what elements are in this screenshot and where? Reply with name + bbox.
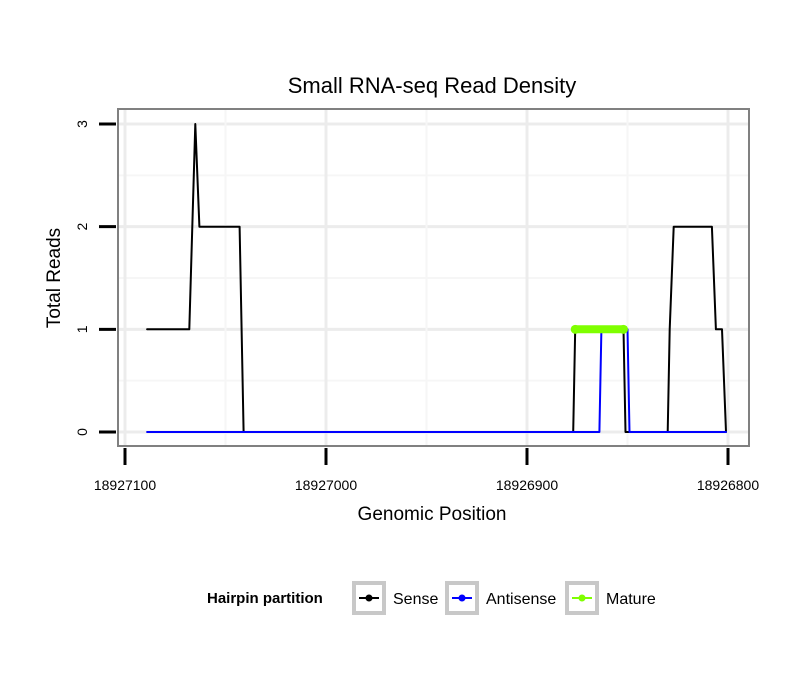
y-tick-label: 1 — [74, 325, 90, 333]
legend: Hairpin partition Sense Antisense Mature — [207, 581, 656, 615]
data-point-mature — [570, 324, 580, 334]
legend-entry-antisense: Antisense — [445, 581, 556, 615]
data-point-mature — [618, 324, 628, 334]
y-tick-label: 3 — [74, 120, 90, 128]
legend-key-point — [458, 594, 466, 602]
y-axis: 0 1 2 3 — [74, 120, 116, 436]
x-tick-label: 18927000 — [295, 477, 358, 493]
legend-label: Antisense — [486, 591, 556, 608]
legend-label: Sense — [393, 591, 438, 608]
legend-title: Hairpin partition — [207, 590, 323, 607]
legend-label: Mature — [606, 591, 656, 608]
legend-key-point — [578, 594, 586, 602]
x-axis-title: Genomic Position — [358, 504, 507, 525]
y-tick-label: 0 — [74, 428, 90, 436]
series-line-sense — [146, 123, 727, 433]
x-tick-label: 18927100 — [94, 477, 157, 493]
legend-key-point — [365, 594, 373, 602]
x-tick-label: 18926900 — [496, 477, 559, 493]
x-axis: 18927100 18927000 18926900 18926800 — [94, 448, 760, 493]
y-axis-title: Total Reads — [44, 228, 65, 328]
x-tick-label: 18926800 — [697, 477, 760, 493]
legend-entry-sense: Sense — [352, 581, 438, 615]
chart-title: Small RNA-seq Read Density — [288, 73, 577, 98]
y-tick-label: 2 — [74, 223, 90, 231]
plot-border — [117, 108, 750, 447]
legend-entry-mature: Mature — [565, 581, 656, 615]
series-layer — [146, 123, 727, 433]
